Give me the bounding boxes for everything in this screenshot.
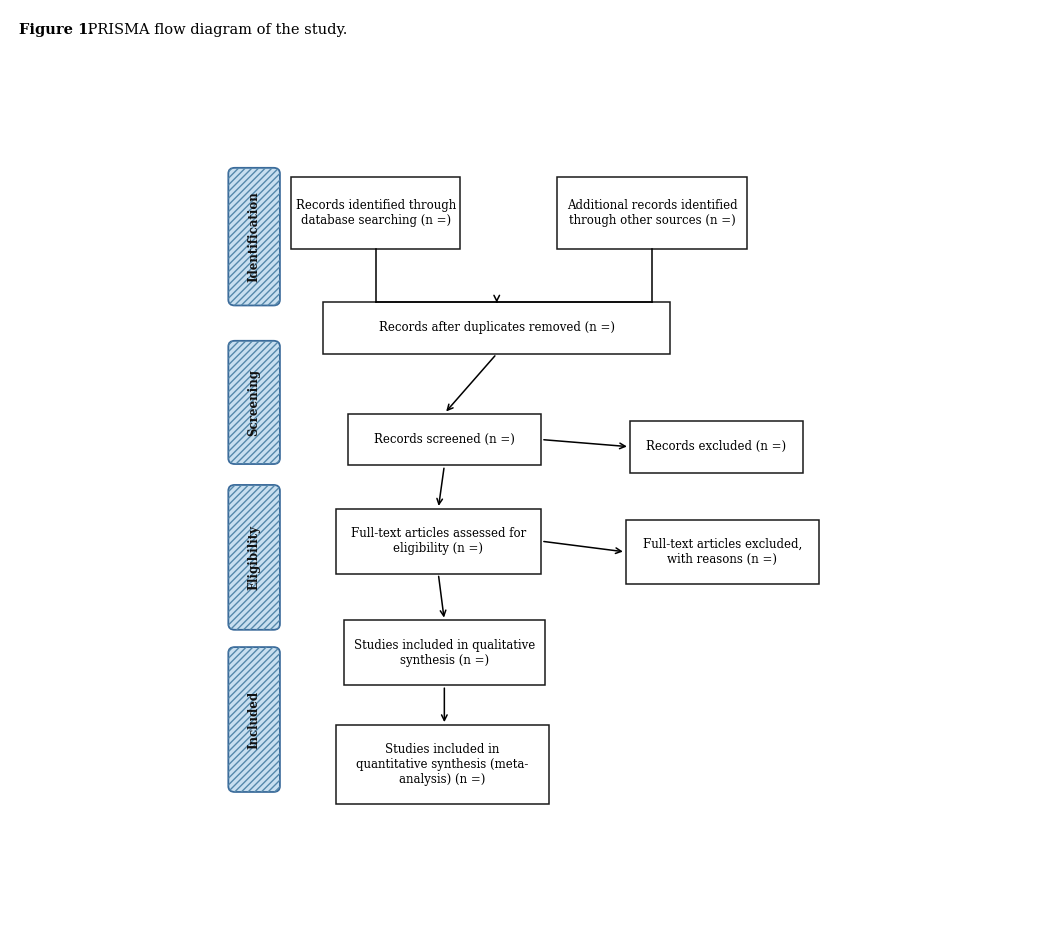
FancyBboxPatch shape (626, 519, 820, 584)
Text: Additional records identified
through other sources (n =): Additional records identified through ot… (567, 199, 737, 227)
FancyBboxPatch shape (336, 509, 541, 574)
Text: PRISMA flow diagram of the study.: PRISMA flow diagram of the study. (83, 23, 347, 37)
Text: Records after duplicates removed (n =): Records after duplicates removed (n =) (379, 321, 615, 334)
Text: Studies included in qualitative
synthesis (n =): Studies included in qualitative synthesi… (354, 639, 535, 666)
Text: Figure 1.: Figure 1. (19, 23, 94, 37)
Text: Eligibility: Eligibility (248, 525, 261, 590)
Text: Full-text articles excluded,
with reasons (n =): Full-text articles excluded, with reason… (643, 538, 802, 566)
FancyBboxPatch shape (229, 485, 280, 630)
FancyBboxPatch shape (557, 177, 747, 249)
FancyBboxPatch shape (343, 621, 545, 685)
Text: Records identified through
database searching (n =): Records identified through database sear… (295, 199, 456, 227)
Text: Studies included in
quantitative synthesis (meta-
analysis) (n =): Studies included in quantitative synthes… (356, 743, 528, 786)
Text: Full-text articles assessed for
eligibility (n =): Full-text articles assessed for eligibil… (350, 527, 526, 555)
Text: Included: Included (248, 691, 261, 749)
FancyBboxPatch shape (229, 647, 280, 792)
FancyBboxPatch shape (229, 168, 280, 305)
FancyBboxPatch shape (630, 421, 803, 473)
FancyBboxPatch shape (229, 341, 280, 464)
FancyBboxPatch shape (291, 177, 461, 249)
FancyBboxPatch shape (347, 414, 541, 465)
Text: Screening: Screening (248, 369, 261, 436)
Text: Identification: Identification (248, 191, 261, 282)
FancyBboxPatch shape (336, 724, 549, 804)
Text: Records screened (n =): Records screened (n =) (374, 433, 515, 446)
Text: Records excluded (n =): Records excluded (n =) (646, 440, 786, 453)
FancyBboxPatch shape (323, 302, 670, 354)
